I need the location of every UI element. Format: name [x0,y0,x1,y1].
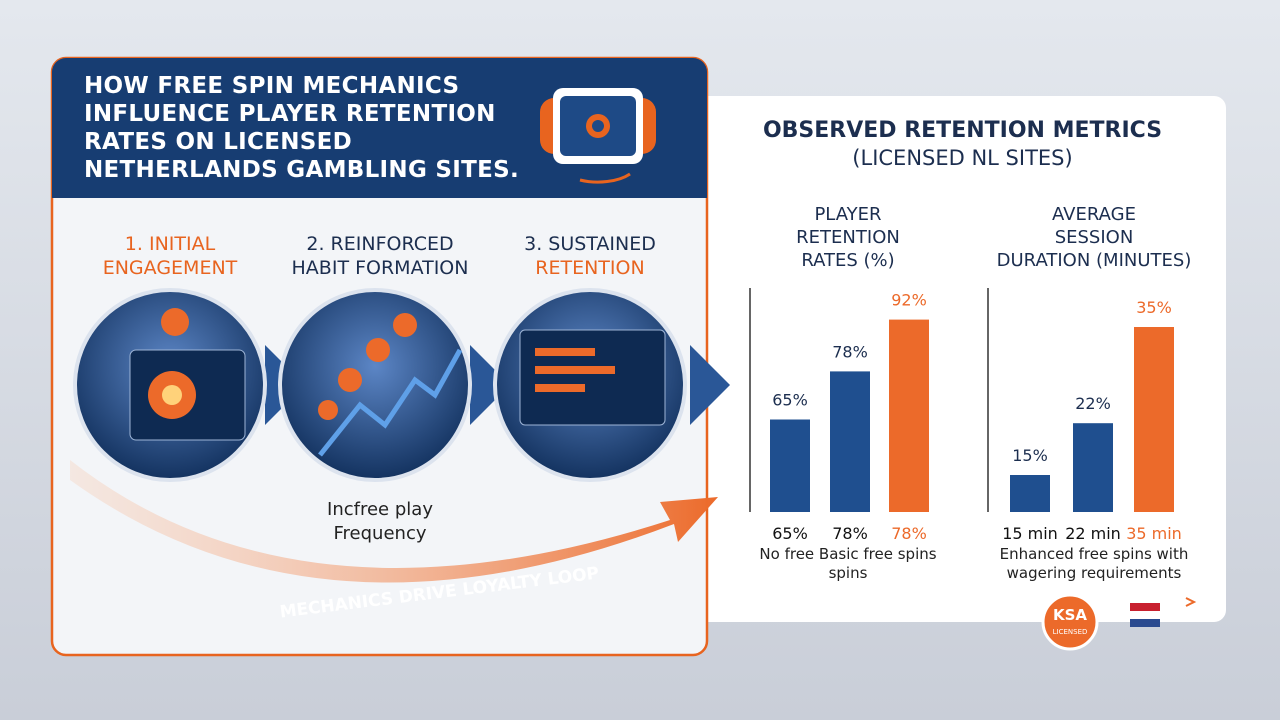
category-label: 78% [891,524,927,543]
step-line: 3. SUSTAINED [524,233,656,255]
metrics-subtitle: (LICENSED NL SITES) [852,146,1073,170]
category-label: 15 min [1002,524,1058,543]
value-label: 22% [1075,394,1111,413]
step: 3. SUSTAINED RETENTION [485,232,695,280]
nl-flag [1130,603,1160,627]
step-caption: Incfree play Frequency [327,499,433,544]
step-line: 2. REINFORCED [306,233,454,255]
bar [830,371,870,512]
category-label: 65% [772,524,808,543]
chart-caption: No free Basic free spins spins [759,545,937,582]
bar [889,319,929,512]
category-label: 78% [832,524,868,543]
chart-title: PLAYER RETENTION RATES (%) [796,204,900,271]
chevron [1185,597,1197,607]
bar [1134,327,1174,512]
bar [1010,475,1050,512]
value-label: 15% [1012,446,1048,465]
step-line: ENGAGEMENT [102,257,238,279]
category-label: 22 min [1065,524,1121,543]
chart-title: AVERAGE SESSION DURATION (MINUTES) [996,204,1192,271]
step-illustrations [73,288,730,482]
step-line: 1. INITIAL [124,233,216,255]
category-label: 35 min [1126,524,1182,543]
slot-icon [540,88,656,184]
value-label: 92% [891,291,927,310]
step: 2. REINFORCED HABIT FORMATION [275,232,485,280]
value-label: 65% [772,391,808,410]
step-line: RETENTION [535,257,645,279]
step: 1. INITIAL ENGAGEMENT [65,232,275,280]
step-line: HABIT FORMATION [291,257,469,279]
value-label: 35% [1136,298,1172,317]
ksa-badge [1041,593,1099,651]
value-label: 78% [832,342,868,361]
badge-main: KSA [1053,606,1087,624]
badge-sub: LICENSED [1053,628,1088,636]
loop-arrow [70,460,718,583]
bar [1073,423,1113,512]
header-band [52,58,707,198]
bar [770,419,810,512]
metrics-title: OBSERVED RETENTION METRICS [762,118,1163,143]
header-title: HOW FREE SPIN MECHANICS INFLUENCE PLAYER… [84,73,520,183]
chart-caption: Enhanced free spins with wagering requir… [999,545,1189,582]
